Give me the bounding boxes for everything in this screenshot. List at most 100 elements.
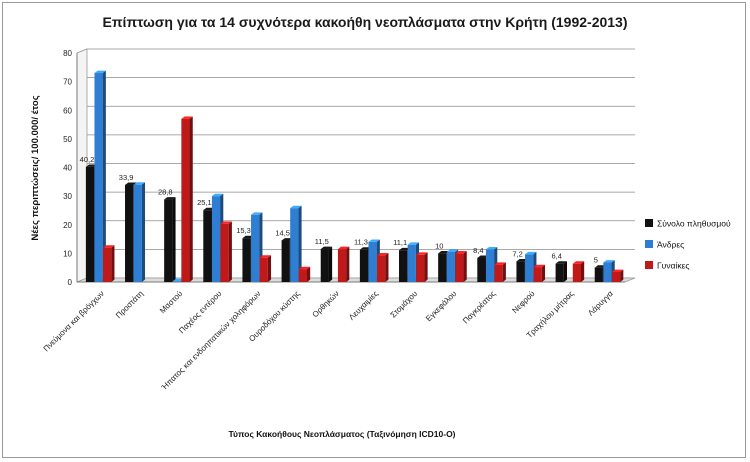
y-tick-labels: 0 10 20 30 40 50 60 70 80 [63, 49, 72, 287]
bar-front [603, 262, 612, 282]
data-label: 15,3 [236, 226, 251, 235]
y-tick-label: 70 [63, 78, 72, 87]
legend-label: Γυναίκες [657, 261, 690, 271]
bar-front [477, 257, 486, 282]
bar-front [377, 255, 386, 282]
category-label: Στομάχου [389, 289, 419, 319]
bar-top [516, 258, 528, 262]
bar-side [346, 246, 350, 282]
category-label: Νεφρού [510, 289, 536, 315]
bar [290, 205, 302, 282]
bar-top [85, 164, 98, 167]
legend: Σύνολο πληθυσμού Άνδρες Γυναίκες [645, 219, 731, 271]
bar-side [172, 197, 176, 282]
bar-front [290, 208, 299, 282]
y-tick-label: 10 [63, 249, 72, 258]
bar-front [368, 241, 377, 282]
bar [164, 197, 176, 282]
bar-top [320, 246, 333, 250]
bar-top [290, 205, 302, 209]
bars [85, 70, 624, 283]
bar-top [337, 246, 350, 250]
bar-side [424, 252, 428, 282]
data-label: 7,2 [512, 249, 522, 258]
bar-side [306, 266, 311, 282]
category-label: Λευχαιμίες [347, 289, 380, 322]
bar [416, 252, 428, 282]
bar-side [189, 116, 193, 282]
bar-side [328, 246, 333, 282]
bar-front [555, 263, 564, 282]
bar-top [103, 245, 115, 248]
bar-front [203, 210, 212, 282]
bar-side [580, 261, 585, 282]
y-tick-label: 40 [63, 164, 72, 173]
bar-front [485, 249, 495, 282]
bar-top [125, 182, 137, 185]
bar-top [164, 197, 176, 200]
bar-front [172, 281, 181, 282]
floor [76, 277, 636, 283]
y-tick-label: 20 [63, 221, 72, 230]
bar-front [337, 249, 347, 282]
legend-swatch [645, 240, 653, 248]
y-tick-label: 60 [63, 106, 72, 115]
data-label: 8,4 [473, 246, 483, 255]
bar-front [211, 196, 221, 282]
y-tick-label: 0 [68, 278, 73, 287]
bar-top [377, 252, 389, 256]
bar [298, 266, 311, 282]
bar-side [502, 262, 506, 282]
bar-top [281, 238, 293, 241]
y-tick-label: 50 [63, 135, 72, 144]
bar [133, 182, 146, 282]
data-labels: 40,2 33,9 28,8 25,1 15,3 14,5 11,5 11,3 11,1 10 8,… [80, 155, 598, 265]
bar-top [477, 255, 489, 258]
bar-side [541, 264, 546, 282]
bar-side [111, 245, 115, 282]
bar-top [172, 278, 185, 282]
chart-title: Επίπτωση για τα 14 συχνότερα κακοήθη νεο… [103, 14, 628, 30]
bar-front [133, 184, 142, 282]
bar-front [359, 249, 369, 282]
bar-front [416, 254, 425, 282]
bar-top [181, 116, 193, 119]
legend-label: Άνδρες [657, 240, 684, 250]
bar-top [242, 235, 254, 239]
legend-swatch [645, 219, 653, 227]
bar-top [438, 250, 450, 254]
y-tick-label: 30 [63, 192, 72, 201]
bar-top [525, 251, 537, 255]
bar-front [594, 267, 603, 282]
bar-side [102, 70, 106, 282]
bar-top [298, 266, 311, 270]
bar-top [594, 265, 607, 268]
bar [259, 255, 272, 282]
data-label: 40,2 [80, 155, 95, 164]
bar-top [399, 247, 411, 251]
category-label: Προστάτη [114, 289, 145, 320]
x-axis-label: Τύπος Κακοήθους Νεοπλάσματος (Ταξινόμηση… [228, 429, 455, 439]
bar [611, 269, 624, 282]
bar [94, 70, 106, 282]
bar-side [563, 261, 567, 282]
side-wall [76, 48, 88, 283]
bar-top [611, 269, 624, 272]
bar [220, 221, 232, 282]
bar-front [103, 247, 112, 282]
bar-front [94, 73, 103, 282]
bar-front [298, 269, 307, 282]
bar-top [485, 246, 498, 250]
category-label: Παγκρέατος [461, 289, 498, 326]
bar [337, 246, 350, 282]
bar-top [359, 247, 372, 250]
bar-top [251, 212, 263, 215]
bar [455, 250, 467, 282]
bar-front [494, 264, 503, 282]
bar-top [368, 239, 380, 242]
bar-top [407, 242, 420, 245]
bar-top [416, 252, 428, 255]
bar-top [259, 255, 272, 258]
bar [377, 252, 389, 282]
